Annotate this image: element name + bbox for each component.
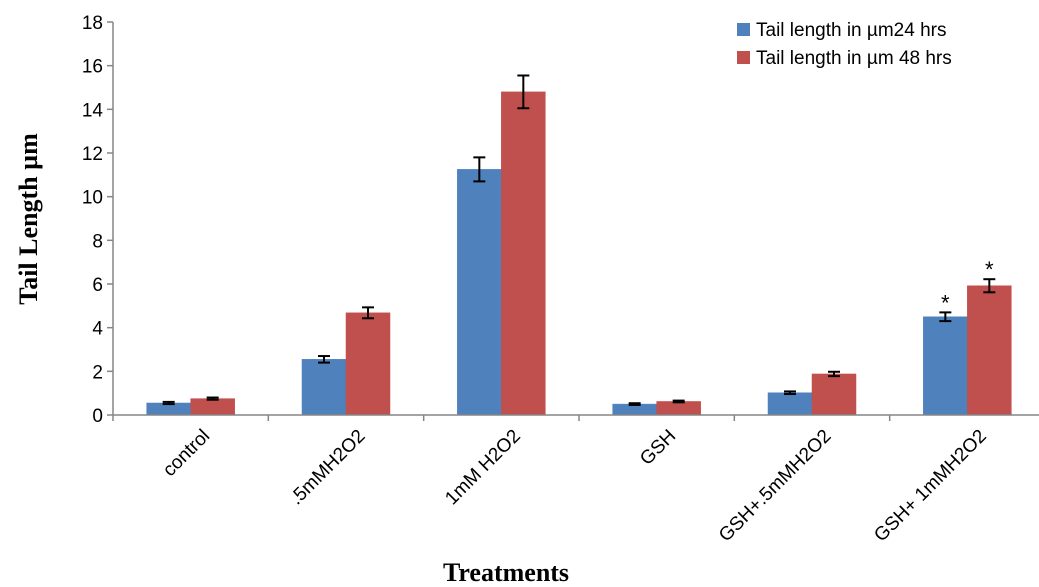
bars — [146, 91, 1012, 416]
bar-48hrs — [656, 401, 701, 416]
category-label: control — [159, 426, 214, 481]
category-label: .5mMH2O2 — [286, 426, 370, 510]
legend-label: Tail length in µm24 hrs — [756, 20, 946, 41]
y-tick-label: 14 — [82, 100, 104, 121]
x-axis-title: Treatments — [443, 558, 569, 587]
bar-24hrs — [301, 359, 347, 416]
y-tick-label: 18 — [82, 13, 103, 34]
x-axis-ticks — [112, 415, 891, 421]
y-tick-label: 12 — [82, 144, 103, 165]
category-label: GSH+.5mMH2O2 — [715, 426, 835, 546]
bar-24hrs — [767, 392, 813, 416]
bar-48hrs — [967, 285, 1012, 416]
legend-swatch — [737, 23, 750, 36]
category-label: GSH — [636, 426, 680, 470]
y-tick-label: 16 — [82, 57, 103, 78]
legend-swatch — [737, 51, 750, 64]
y-tick-label: 6 — [92, 275, 103, 296]
bar-48hrs — [501, 91, 546, 416]
y-tick-label: 10 — [82, 188, 103, 209]
y-tick-label: 0 — [92, 406, 103, 427]
category-label: GSH+ 1mMH2O2 — [870, 426, 990, 546]
bar-48hrs — [345, 312, 391, 416]
y-axis-ticks: 0 2 4 6 8 10 12 14 16 18 — [82, 13, 113, 427]
category-label: 1mM H2O2 — [441, 426, 525, 510]
bar-48hrs — [190, 398, 235, 416]
category-labels: control .5mMH2O2 1mM H2O2 GSH GSH+.5mMH2O2 GS… — [159, 426, 991, 546]
y-tick-label: 2 — [92, 362, 103, 383]
bar-24hrs — [457, 169, 502, 416]
y-tick-label: 4 — [92, 319, 103, 340]
bar-48hrs — [811, 373, 857, 416]
y-axis-title: Tail Length µm — [14, 133, 43, 305]
significance-marker: * — [941, 290, 950, 315]
legend: Tail length in µm24 hrs Tail length in µm… — [737, 20, 952, 69]
error-bars — [162, 74, 996, 406]
significance-marker: * — [985, 257, 994, 282]
bar-24hrs — [923, 316, 968, 416]
annotations: ** — [941, 257, 994, 315]
y-tick-label: 8 — [92, 231, 103, 252]
legend-label: Tail length in µm 48 hrs — [756, 48, 952, 69]
